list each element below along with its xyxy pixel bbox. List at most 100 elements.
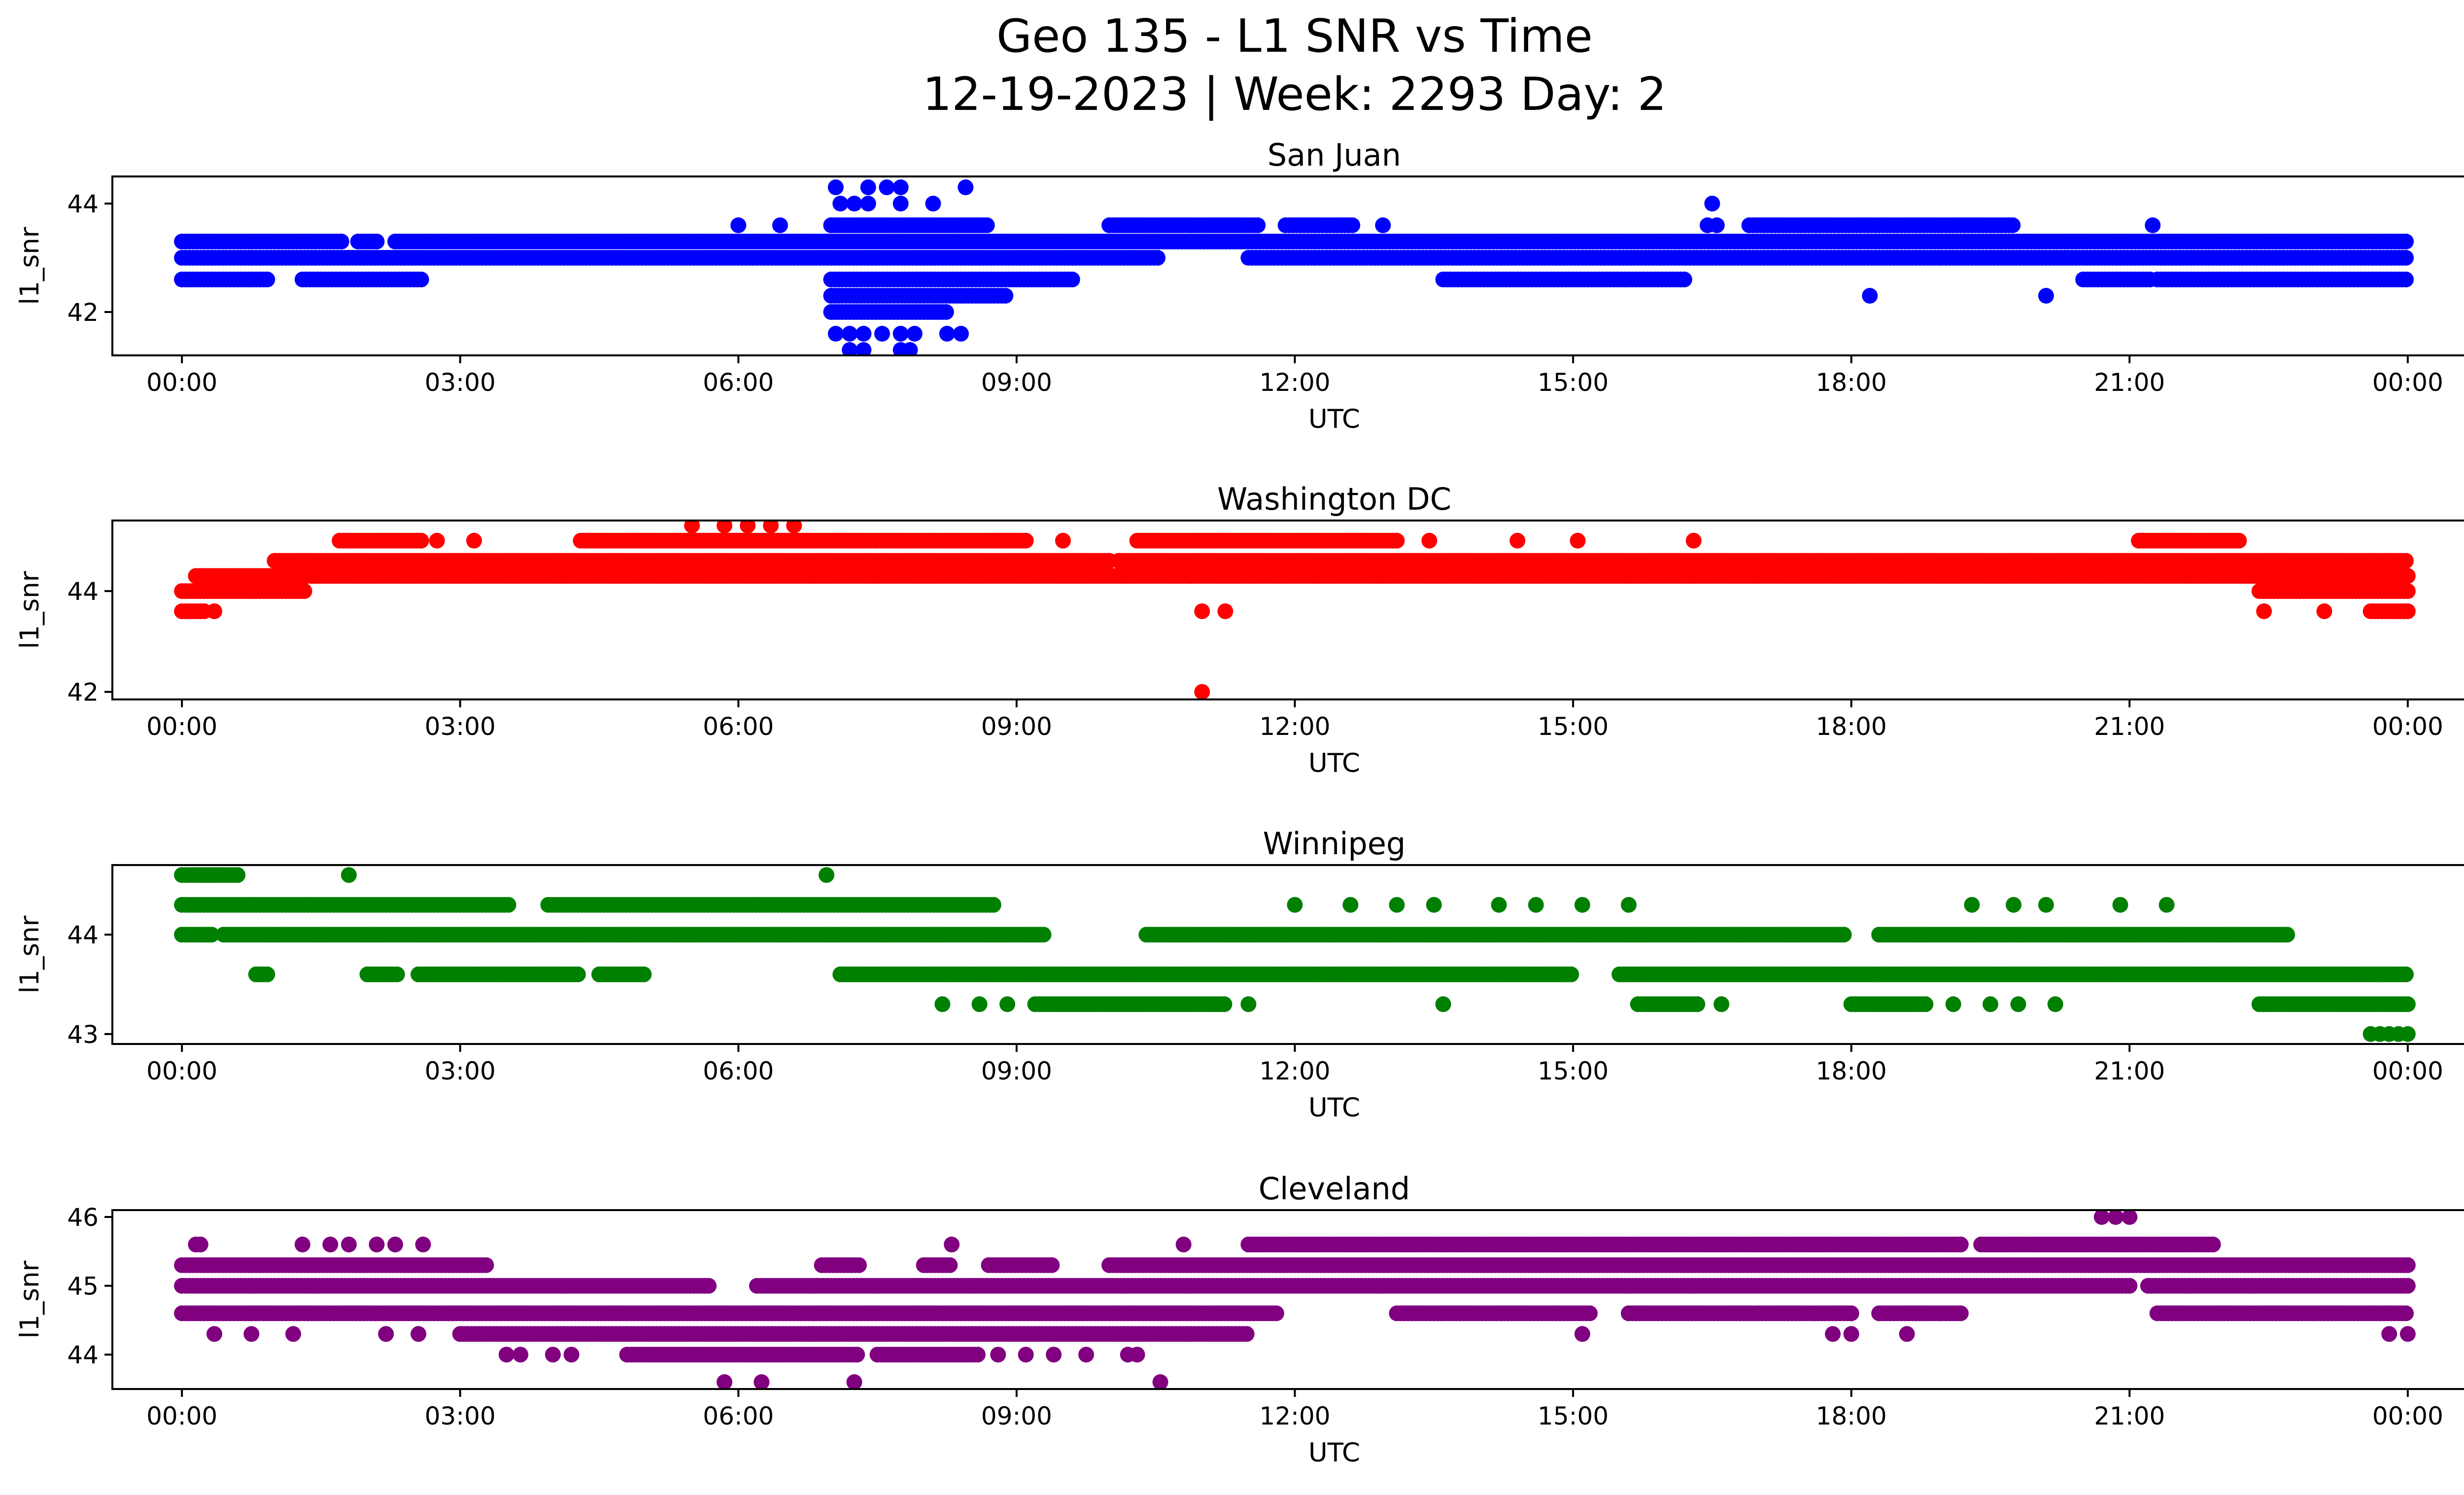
y-tick-label: 44 bbox=[67, 921, 99, 949]
y-tick-label: 44 bbox=[67, 577, 99, 606]
data-point bbox=[2005, 217, 2021, 233]
data-point bbox=[939, 326, 955, 342]
data-point bbox=[925, 196, 941, 211]
x-tick-label: 03:00 bbox=[425, 368, 496, 397]
data-point bbox=[333, 234, 349, 249]
x-axis-label: UTC bbox=[1308, 748, 1360, 778]
data-point bbox=[2279, 927, 2295, 943]
data-point bbox=[1689, 996, 1706, 1012]
data-point bbox=[763, 521, 779, 534]
data-point bbox=[856, 326, 872, 342]
data-point bbox=[1528, 897, 1544, 913]
data-point bbox=[997, 288, 1014, 304]
data-point bbox=[1150, 250, 1165, 266]
y-axis-label: l1_snr bbox=[15, 227, 45, 305]
x-tick-label: 00:00 bbox=[2372, 712, 2443, 741]
data-point bbox=[1621, 897, 1637, 913]
data-point bbox=[1964, 897, 1980, 913]
x-axis-label: UTC bbox=[1308, 1093, 1360, 1123]
data-point bbox=[389, 966, 405, 982]
data-point bbox=[2158, 897, 2175, 913]
data-point bbox=[717, 521, 733, 534]
x-tick-label: 03:00 bbox=[425, 712, 496, 741]
data-point bbox=[1287, 897, 1303, 913]
x-tick-label: 09:00 bbox=[981, 368, 1052, 397]
x-tick-label: 00:00 bbox=[146, 712, 217, 741]
data-point bbox=[2399, 568, 2416, 584]
data-point bbox=[259, 272, 275, 287]
data-point bbox=[2038, 897, 2054, 913]
data-point bbox=[296, 583, 312, 599]
data-point bbox=[730, 217, 747, 233]
x-tick-label: 21:00 bbox=[2094, 368, 2165, 397]
data-point bbox=[1389, 532, 1405, 549]
data-point bbox=[2398, 966, 2414, 982]
data-point bbox=[1509, 532, 1526, 549]
data-point bbox=[1704, 196, 1720, 211]
data-point bbox=[2398, 234, 2414, 249]
data-point bbox=[1216, 996, 1232, 1012]
y-axis-label: l1_snr bbox=[15, 915, 45, 993]
data-point bbox=[1570, 532, 1586, 549]
data-point bbox=[2006, 897, 2021, 913]
data-point bbox=[1713, 996, 1730, 1012]
x-tick-label: 06:00 bbox=[703, 712, 774, 741]
x-tick-label: 00:00 bbox=[146, 368, 217, 397]
data-point bbox=[1917, 996, 1934, 1012]
data-point bbox=[1836, 927, 1852, 943]
data-point bbox=[842, 326, 858, 342]
data-point bbox=[1044, 1257, 1060, 1273]
data-point bbox=[636, 966, 652, 982]
data-point bbox=[466, 532, 482, 549]
data-point bbox=[500, 897, 516, 913]
x-tick-label: 18:00 bbox=[1816, 1057, 1887, 1085]
x-tick-label: 09:00 bbox=[981, 1057, 1052, 1085]
data-point bbox=[2399, 583, 2416, 599]
data-point bbox=[478, 1257, 494, 1273]
data-point bbox=[369, 234, 385, 249]
x-tick-label: 12:00 bbox=[1259, 712, 1330, 741]
x-axis-label: UTC bbox=[1308, 404, 1360, 434]
data-point bbox=[2010, 996, 2026, 1012]
data-point bbox=[1035, 927, 1052, 943]
data-point bbox=[1421, 532, 1437, 549]
data-point bbox=[1389, 897, 1405, 913]
data-point bbox=[413, 272, 429, 287]
axes-frame bbox=[111, 520, 2464, 700]
x-tick-label: 12:00 bbox=[1259, 368, 1330, 397]
data-point bbox=[1064, 272, 1080, 287]
data-point bbox=[1862, 288, 1878, 304]
data-point bbox=[832, 196, 849, 211]
data-point bbox=[892, 196, 909, 211]
subplot-title: Washington DC bbox=[1217, 481, 1451, 517]
data-point bbox=[1194, 603, 1210, 620]
data-point bbox=[2256, 603, 2272, 620]
data-point bbox=[971, 996, 988, 1012]
data-point bbox=[740, 521, 756, 534]
data-point bbox=[2398, 272, 2414, 287]
y-tick-label: 42 bbox=[67, 298, 99, 327]
y-tick-label: 44 bbox=[67, 190, 99, 218]
data-point bbox=[1240, 996, 1257, 1012]
figure-title-line2: 12-19-2023 | Week: 2293 Day: 2 bbox=[923, 68, 1667, 121]
data-point bbox=[902, 342, 918, 355]
data-point bbox=[2399, 996, 2416, 1012]
data-point bbox=[827, 179, 844, 195]
data-point bbox=[851, 1257, 867, 1273]
figure-title-line1: Geo 135 - L1 SNR vs Time bbox=[996, 9, 1593, 63]
data-point bbox=[1250, 217, 1266, 233]
scatter-points bbox=[174, 521, 2416, 699]
data-point bbox=[1055, 532, 1071, 549]
x-tick-label: 12:00 bbox=[1259, 1057, 1330, 1085]
data-point bbox=[2047, 996, 2063, 1012]
data-point bbox=[985, 897, 1001, 913]
y-axis-label: l1_snr bbox=[15, 571, 45, 649]
x-tick-label: 06:00 bbox=[703, 368, 774, 397]
data-point bbox=[1676, 272, 1692, 287]
data-point bbox=[860, 179, 876, 195]
data-point bbox=[1491, 897, 1507, 913]
data-point bbox=[1194, 684, 1210, 699]
